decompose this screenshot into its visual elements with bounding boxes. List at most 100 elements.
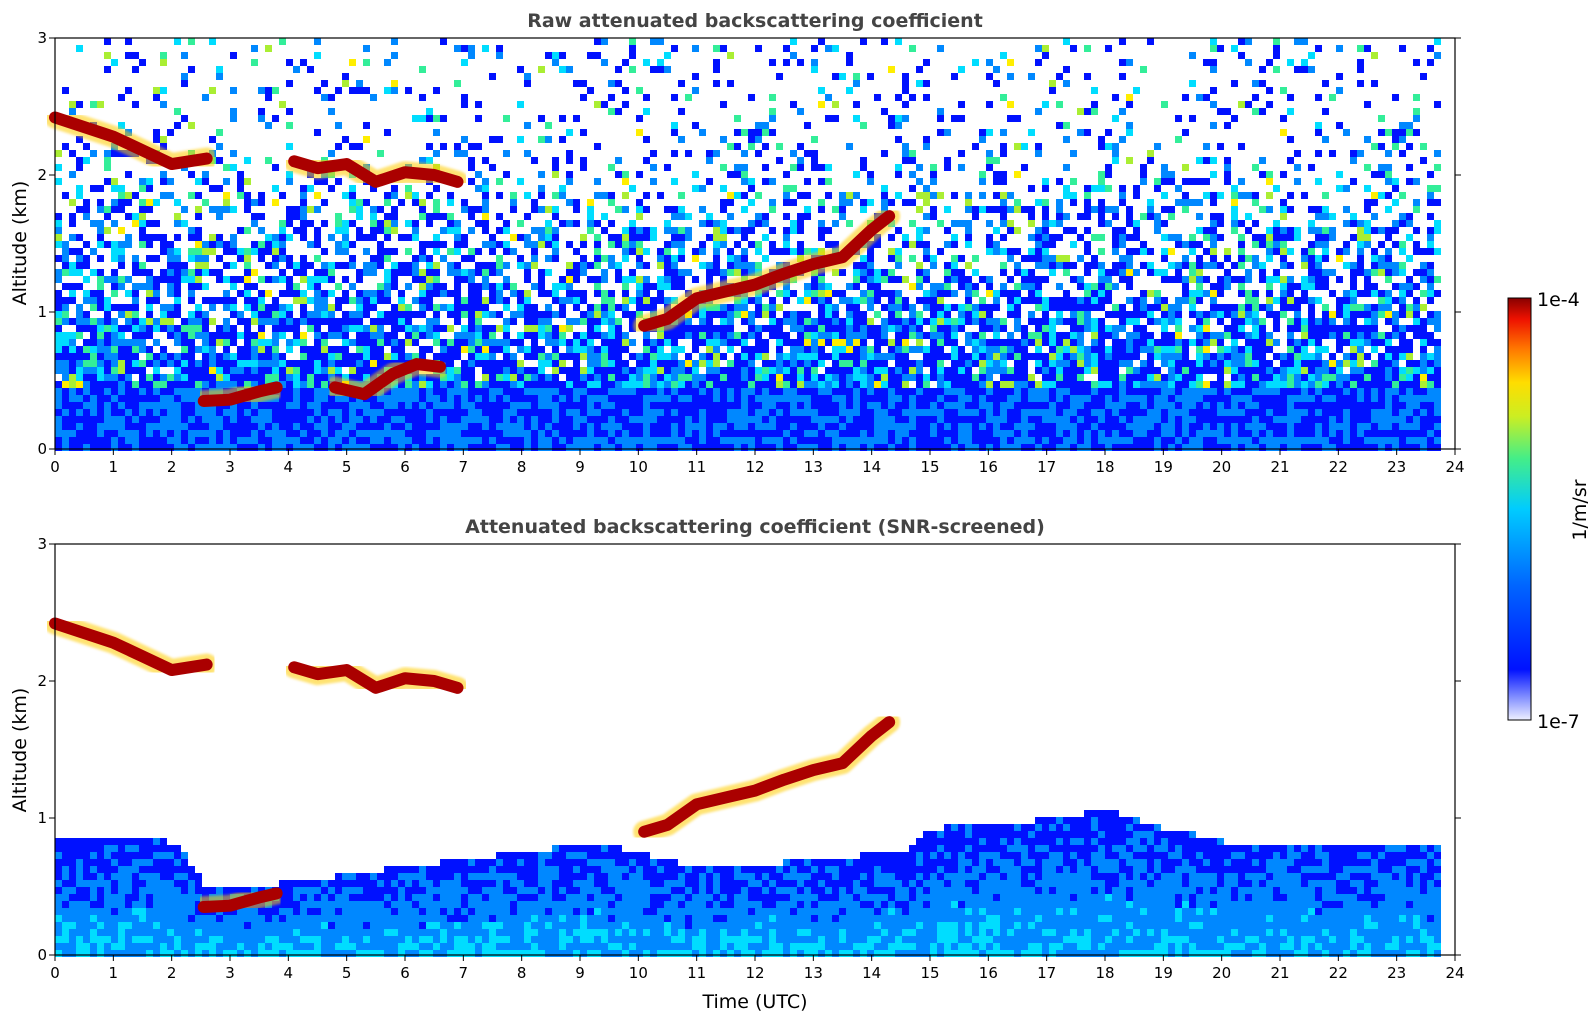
heatmap-cell — [83, 318, 90, 325]
heatmap-cell — [468, 409, 475, 416]
heatmap-cell — [818, 325, 825, 332]
heatmap-cell — [1140, 311, 1147, 318]
heatmap-cell — [517, 395, 524, 402]
heatmap-cell — [573, 409, 580, 416]
heatmap-cell — [174, 339, 181, 346]
heatmap-cell — [874, 311, 881, 318]
heatmap-cell — [195, 213, 202, 220]
heatmap-cell — [405, 381, 412, 388]
heatmap-cell — [433, 206, 440, 213]
heatmap-cell — [685, 381, 692, 388]
heatmap-cell — [1070, 374, 1077, 381]
heatmap-cell — [1091, 353, 1098, 360]
heatmap-cell — [699, 262, 706, 269]
heatmap-cell — [405, 192, 412, 199]
heatmap-cell — [160, 353, 167, 360]
heatmap-cell — [258, 444, 265, 451]
heatmap-cell — [377, 283, 384, 290]
heatmap-cell — [538, 402, 545, 409]
heatmap-cell — [90, 101, 97, 108]
heatmap-cell — [587, 262, 594, 269]
heatmap-cell — [153, 381, 160, 388]
heatmap-cell — [615, 416, 622, 423]
heatmap-cell — [195, 234, 202, 241]
heatmap-cell — [356, 325, 363, 332]
heatmap-cell — [1007, 59, 1014, 66]
heatmap-cell — [1042, 367, 1049, 374]
heatmap-cell — [958, 409, 965, 416]
heatmap-cell — [342, 262, 349, 269]
heatmap-cell — [433, 213, 440, 220]
heatmap-cell — [440, 38, 447, 45]
heatmap-cell — [979, 332, 986, 339]
heatmap-cell — [517, 234, 524, 241]
heatmap-cell — [90, 409, 97, 416]
heatmap-cell — [692, 255, 699, 262]
heatmap-cell — [286, 304, 293, 311]
heatmap-cell — [930, 318, 937, 325]
heatmap-cell — [265, 276, 272, 283]
heatmap-cell — [1014, 248, 1021, 255]
heatmap-cell — [1042, 241, 1049, 248]
heatmap-cell — [916, 395, 923, 402]
heatmap-cell — [111, 437, 118, 444]
heatmap-cell — [349, 241, 356, 248]
heatmap-cell — [1070, 353, 1077, 360]
heatmap-cell — [734, 353, 741, 360]
heatmap-cell — [335, 122, 342, 129]
heatmap-cell — [888, 122, 895, 129]
heatmap-cell — [125, 199, 132, 206]
heatmap-cell — [608, 332, 615, 339]
heatmap-cell — [370, 227, 377, 234]
heatmap-cell — [475, 143, 482, 150]
heatmap-cell — [475, 115, 482, 122]
heatmap-cell — [1084, 199, 1091, 206]
heatmap-cell — [993, 297, 1000, 304]
heatmap-cell — [419, 199, 426, 206]
heatmap-cell — [258, 437, 265, 444]
heatmap-cell — [832, 402, 839, 409]
heatmap-cell — [867, 388, 874, 395]
heatmap-cell — [1126, 367, 1133, 374]
heatmap-cell — [846, 423, 853, 430]
heatmap-cell — [405, 409, 412, 416]
heatmap-cell — [272, 339, 279, 346]
heatmap-cell — [804, 423, 811, 430]
heatmap-cell — [118, 437, 125, 444]
heatmap-cell — [594, 437, 601, 444]
heatmap-cell — [615, 381, 622, 388]
heatmap-cell — [825, 395, 832, 402]
heatmap-cell — [1000, 143, 1007, 150]
heatmap-cell — [531, 332, 538, 339]
heatmap-cell — [62, 353, 69, 360]
heatmap-cell — [1126, 388, 1133, 395]
heatmap-cell — [979, 346, 986, 353]
heatmap-cell — [167, 290, 174, 297]
heatmap-cell — [503, 171, 510, 178]
heatmap-cell — [314, 255, 321, 262]
heatmap-cell — [118, 122, 125, 129]
heatmap-cell — [377, 430, 384, 437]
heatmap-cell — [1070, 444, 1077, 451]
heatmap-cell — [1084, 423, 1091, 430]
heatmap-cell — [286, 234, 293, 241]
heatmap-cell — [832, 311, 839, 318]
heatmap-cell — [839, 409, 846, 416]
heatmap-cell — [720, 353, 727, 360]
heatmap-cell — [895, 332, 902, 339]
heatmap-cell — [377, 311, 384, 318]
heatmap-cell — [1014, 416, 1021, 423]
heatmap-cell — [223, 241, 230, 248]
heatmap-cell — [615, 206, 622, 213]
heatmap-cell — [965, 339, 972, 346]
heatmap-cell — [1098, 199, 1105, 206]
heatmap-cell — [867, 395, 874, 402]
heatmap-cell — [671, 178, 678, 185]
heatmap-cell — [1070, 304, 1077, 311]
heatmap-cell — [426, 318, 433, 325]
heatmap-cell — [265, 318, 272, 325]
heatmap-cell — [419, 206, 426, 213]
heatmap-cell — [195, 416, 202, 423]
heatmap-cell — [776, 388, 783, 395]
heatmap-cell — [300, 388, 307, 395]
